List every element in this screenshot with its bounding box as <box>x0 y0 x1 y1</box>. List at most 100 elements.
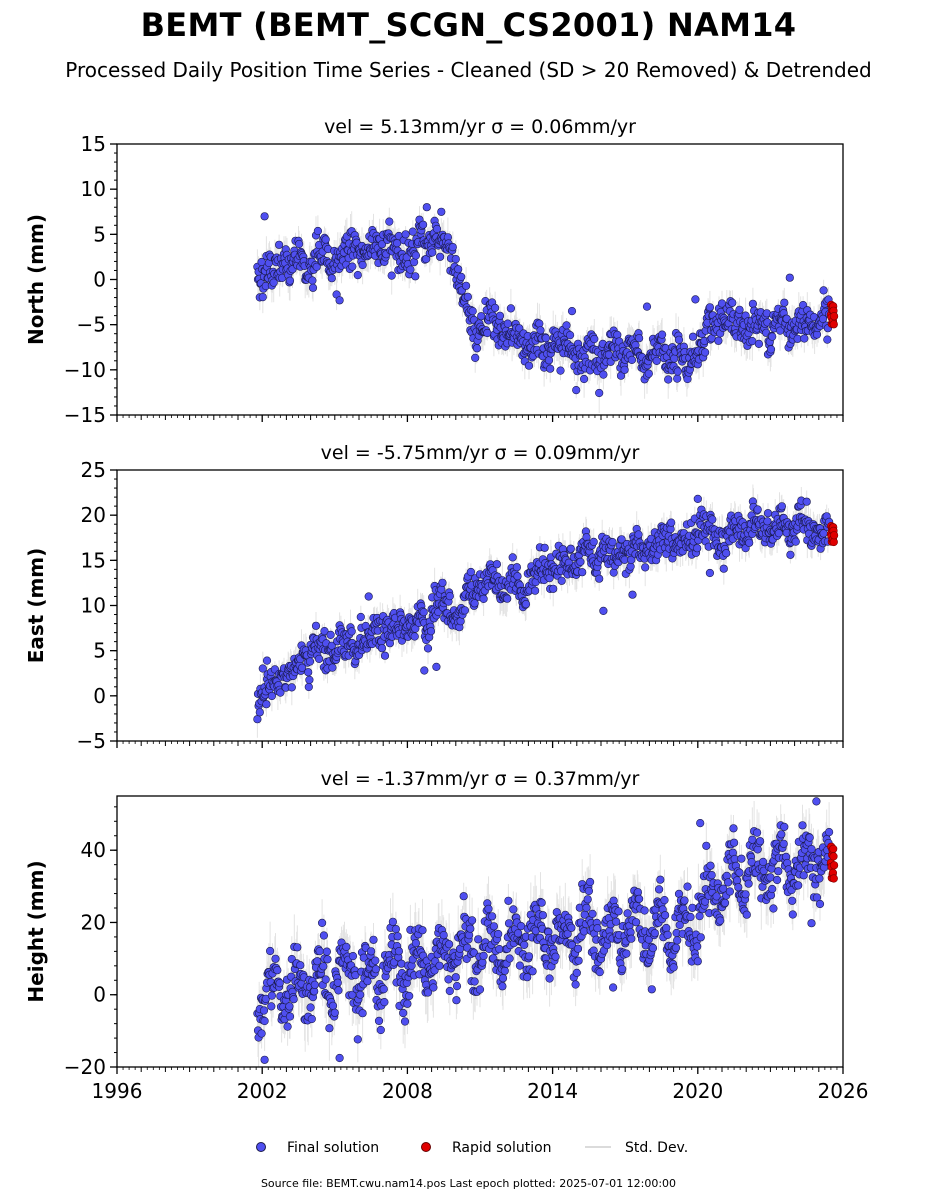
final-point <box>428 248 437 257</box>
final-point <box>734 883 743 892</box>
final-point <box>253 715 262 724</box>
axes-frame <box>116 143 844 416</box>
final-point <box>763 517 772 526</box>
final-point <box>267 1002 276 1011</box>
source-note: Source file: BEMT.cwu.nam14.pos Last epo… <box>260 1177 677 1190</box>
final-point <box>328 663 337 672</box>
final-point <box>462 281 471 290</box>
final-point <box>267 991 277 1000</box>
final-point <box>426 627 436 636</box>
legend-rapid-label: Rapid solution <box>452 1140 552 1156</box>
final-point <box>380 651 390 660</box>
final-point <box>334 986 343 995</box>
final-point <box>786 550 795 559</box>
final-point <box>394 947 404 956</box>
final-point <box>348 951 358 961</box>
final-point <box>445 591 454 601</box>
final-point <box>436 252 445 261</box>
plot-area-east <box>253 484 839 738</box>
final-point <box>708 515 717 524</box>
final-point <box>673 374 682 383</box>
final-point <box>313 226 323 236</box>
final-point <box>775 326 785 335</box>
y-tick-label: 5 <box>93 639 106 663</box>
final-point <box>578 568 587 577</box>
legend-rapid-marker <box>421 1142 431 1152</box>
final-point <box>660 911 670 920</box>
final-point <box>654 885 664 894</box>
y-tick-label: 15 <box>81 132 106 156</box>
final-point <box>305 675 314 685</box>
final-point <box>403 999 412 1008</box>
final-point <box>410 632 419 641</box>
final-point <box>304 682 313 692</box>
final-point <box>579 374 589 384</box>
final-point <box>388 917 398 926</box>
final-point <box>498 974 508 983</box>
final-point <box>401 230 410 239</box>
chart-subtitle: Processed Daily Position Time Series - C… <box>65 58 872 82</box>
final-point <box>745 538 754 547</box>
final-point <box>627 934 636 943</box>
final-point <box>512 563 522 572</box>
final-point <box>405 991 414 1001</box>
final-point <box>463 943 472 952</box>
panel-title: vel = -5.75mm/yr σ = 0.09mm/yr <box>321 442 640 464</box>
final-point <box>379 984 388 994</box>
final-point <box>452 996 461 1005</box>
final-point <box>503 594 512 603</box>
final-point <box>306 1003 315 1012</box>
final-point <box>380 997 389 1007</box>
final-point <box>348 990 357 999</box>
panel-height: −20 0 20 40 1996 2002 2008 2014 2020 2026 vel = -1… <box>24 768 868 1103</box>
final-point <box>537 898 546 907</box>
final-point <box>652 356 661 366</box>
final-point <box>623 909 632 918</box>
final-point <box>423 644 433 653</box>
final-point <box>319 962 328 971</box>
final-point <box>728 298 737 307</box>
final-point <box>556 366 565 375</box>
final-point <box>318 918 327 928</box>
final-point <box>585 877 595 887</box>
final-point <box>439 930 448 940</box>
final-point <box>737 854 746 863</box>
final-point <box>798 821 807 830</box>
final-point <box>319 931 329 940</box>
final-point <box>566 544 575 553</box>
final-point <box>686 912 695 922</box>
final-point <box>599 370 608 379</box>
final-point <box>269 278 278 287</box>
final-point <box>758 857 768 867</box>
final-point <box>451 973 460 982</box>
final-point-outlier <box>432 662 441 672</box>
panel-title: vel = -1.37mm/yr σ = 0.37mm/yr <box>321 768 640 790</box>
x-tick-label: 1996 <box>92 1079 143 1103</box>
final-point <box>435 961 444 970</box>
final-point <box>312 262 321 272</box>
final-points-north <box>253 203 834 398</box>
y-tick-label: 20 <box>81 503 106 527</box>
final-point <box>695 911 704 921</box>
final-point <box>289 995 298 1004</box>
final-point <box>627 555 636 565</box>
final-point <box>457 272 466 282</box>
final-point <box>802 497 811 506</box>
final-point <box>819 286 828 295</box>
final-point <box>484 904 493 914</box>
final-point <box>452 981 462 991</box>
final-point <box>754 339 764 349</box>
final-point <box>419 220 428 229</box>
final-point <box>572 968 581 978</box>
final-point <box>535 319 544 328</box>
final-point <box>371 965 381 974</box>
final-point <box>582 903 591 913</box>
final-point <box>305 657 315 666</box>
final-point <box>358 260 367 270</box>
final-point-outlier <box>420 666 429 675</box>
final-point <box>567 923 576 932</box>
final-point <box>287 683 296 692</box>
final-point <box>463 292 473 301</box>
final-point <box>815 899 825 909</box>
final-point <box>774 867 783 876</box>
